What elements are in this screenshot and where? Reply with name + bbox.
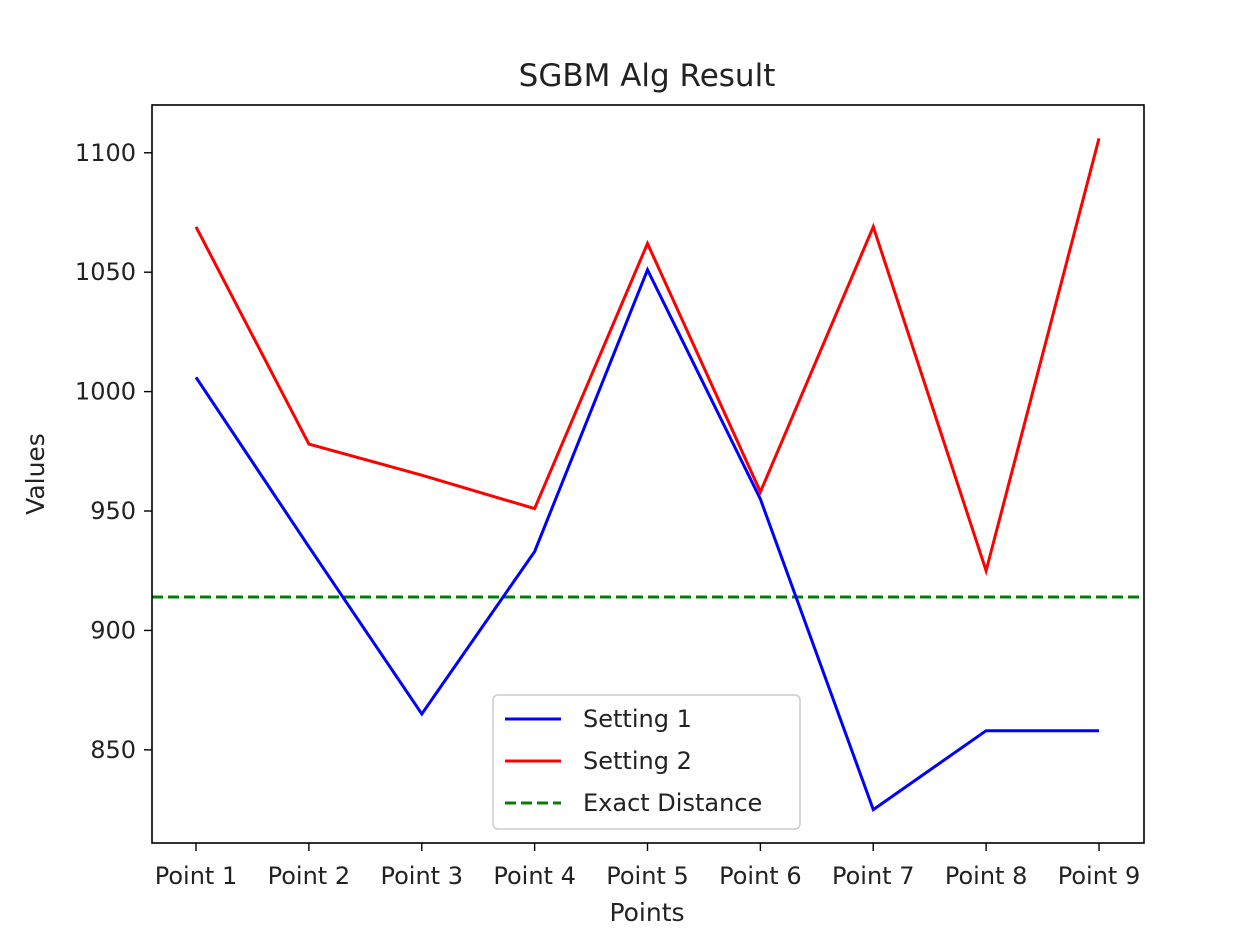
x-tick-label: Point 9 bbox=[1058, 862, 1141, 890]
legend-box bbox=[492, 694, 801, 830]
x-tick-label: Point 3 bbox=[381, 862, 464, 890]
legend-label: Exact Distance bbox=[583, 789, 762, 817]
data-layer bbox=[152, 138, 1144, 812]
y-tick-label: 950 bbox=[90, 497, 136, 525]
legend-label: Setting 1 bbox=[583, 705, 692, 733]
y-axis-label: Values bbox=[21, 433, 50, 515]
x-tick-label: Point 1 bbox=[155, 862, 238, 890]
legend-label: Setting 2 bbox=[583, 747, 692, 775]
y-tick-label: 1100 bbox=[75, 139, 136, 167]
x-tick-label: Point 5 bbox=[606, 862, 689, 890]
y-tick-label: 1050 bbox=[75, 258, 136, 286]
x-tick-label: Point 4 bbox=[493, 862, 576, 890]
x-tick-label: Point 2 bbox=[268, 862, 351, 890]
x-tick-label: Point 7 bbox=[832, 862, 915, 890]
y-tick-label: 850 bbox=[90, 736, 136, 764]
legend: Setting 1 Setting 2 Exact Distance bbox=[492, 694, 801, 830]
y-tick-label: 900 bbox=[90, 616, 136, 644]
y-axis: 850 900 950 1000 1050 1100 bbox=[75, 139, 152, 764]
x-tick-label: Point 8 bbox=[945, 862, 1028, 890]
y-tick-label: 1000 bbox=[75, 378, 136, 406]
x-axis: Point 1 Point 2 Point 3 Point 4 Point 5 Point… bbox=[155, 843, 1141, 890]
x-tick-label: Point 6 bbox=[719, 862, 802, 890]
series-line-2 bbox=[194, 138, 1101, 577]
chart-title: SGBM Alg Result bbox=[519, 58, 776, 94]
x-axis-label: Points bbox=[609, 898, 684, 927]
